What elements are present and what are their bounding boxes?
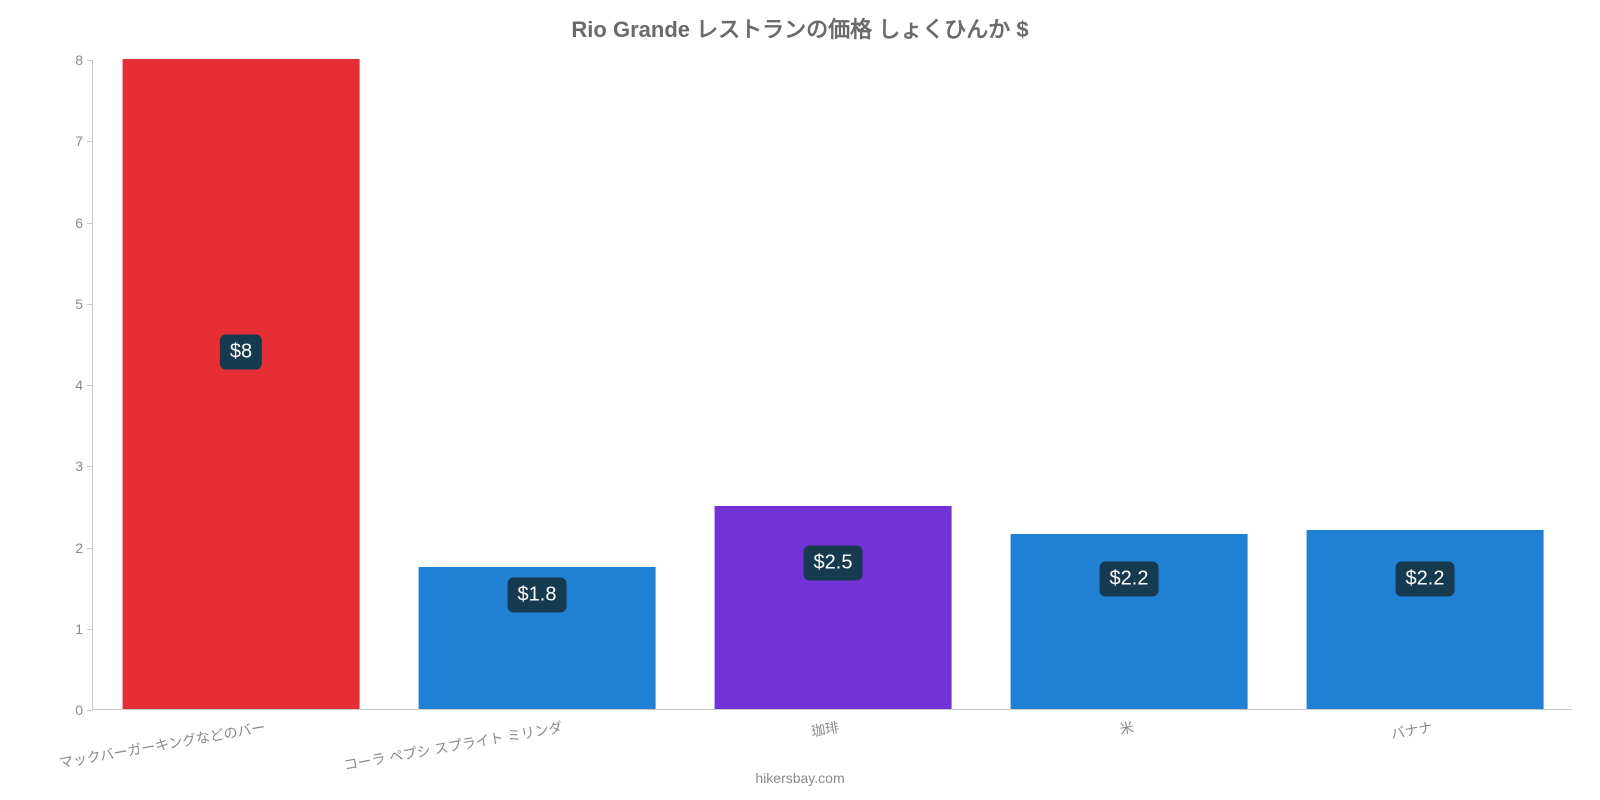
bar (1307, 530, 1544, 709)
y-tick-mark (87, 466, 93, 467)
chart-attribution: hikersbay.com (0, 770, 1600, 786)
bar-slot: $1.8コーラ ペプシ スプライト ミリンダ (389, 60, 685, 709)
bar-slot: $2.2米 (981, 60, 1277, 709)
bar (123, 59, 360, 709)
bar-value-label: $1.8 (508, 578, 567, 613)
plot-area: $8マックバーガーキングなどのバー$1.8コーラ ペプシ スプライト ミリンダ$… (92, 60, 1572, 710)
y-tick-mark (87, 141, 93, 142)
x-tick-label: 珈琲 (808, 709, 840, 741)
bar (715, 506, 952, 709)
bar-value-label: $8 (220, 334, 262, 369)
bar-value-label: $2.5 (804, 545, 863, 580)
bar-value-label: $2.2 (1100, 562, 1159, 597)
y-tick-mark (87, 548, 93, 549)
bars-layer: $8マックバーガーキングなどのバー$1.8コーラ ペプシ スプライト ミリンダ$… (93, 60, 1572, 709)
bar-slot: $8マックバーガーキングなどのバー (93, 60, 389, 709)
chart-container: Rio Grande レストランの価格 しょくひんか $ $8マックバーガーキン… (0, 0, 1600, 800)
chart-title: Rio Grande レストランの価格 しょくひんか $ (0, 12, 1600, 44)
x-tick-label: マックバーガーキングなどのバー (56, 709, 267, 773)
x-tick-label: バナナ (1388, 709, 1434, 744)
bar-value-label: $2.2 (1396, 562, 1455, 597)
y-tick-mark (87, 629, 93, 630)
y-tick-mark (87, 385, 93, 386)
y-tick-mark (87, 710, 93, 711)
bar-slot: $2.5珈琲 (685, 60, 981, 709)
bar-slot: $2.2バナナ (1277, 60, 1573, 709)
x-tick-label: コーラ ペプシ スプライト ミリンダ (341, 709, 564, 775)
y-tick-mark (87, 304, 93, 305)
y-tick-mark (87, 223, 93, 224)
y-tick-mark (87, 60, 93, 61)
x-tick-label: 米 (1117, 709, 1136, 739)
